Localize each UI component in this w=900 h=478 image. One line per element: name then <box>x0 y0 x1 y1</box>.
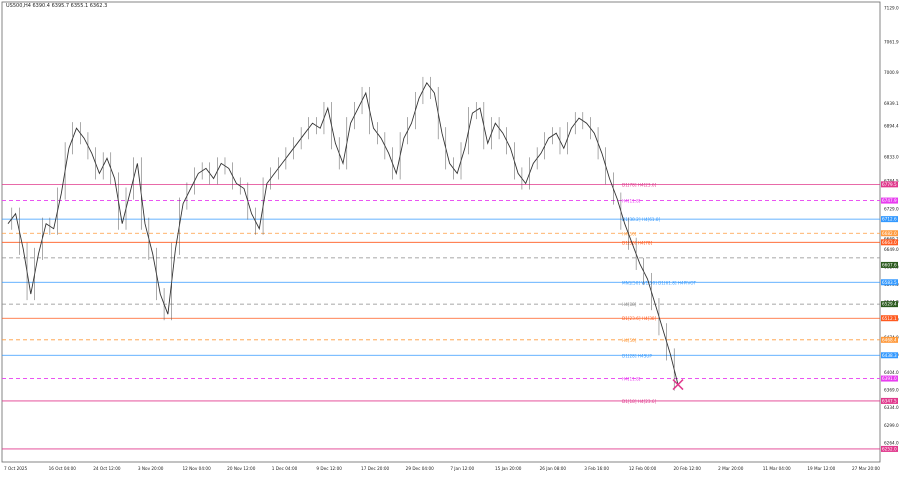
y-tick-label: 6833.0 <box>884 154 899 159</box>
price-tag <box>881 445 898 452</box>
price-tag-label: 6468.4 <box>882 337 897 342</box>
y-tick-label: 6404.0 <box>884 370 899 375</box>
level-label: D1[38.2] H4[61.8] <box>622 217 661 222</box>
price-tag <box>881 279 898 286</box>
y-tick-label: 7129.0 <box>884 6 899 11</box>
x-tick-label: 27 Mar 20:00 <box>852 466 880 471</box>
price-tag-label: 6391.0 <box>882 376 897 381</box>
price-tag <box>881 301 898 308</box>
price-tag-label: 6712.6 <box>882 217 897 222</box>
y-tick-label: 6939.1 <box>884 101 899 106</box>
x-tick-label: 2 Mar 20:00 <box>718 466 744 471</box>
price-tag-label: 6529.4 <box>882 302 897 307</box>
x-tick-label: 19 Mar 12:00 <box>807 466 835 471</box>
price-tag-label: 6347.5 <box>882 399 897 404</box>
x-tick-label: 9 Dec 12:00 <box>316 466 342 471</box>
price-tag-label: 6747.9 <box>882 198 897 203</box>
price-tag <box>881 375 898 382</box>
y-tick-label: 7061.9 <box>884 39 899 44</box>
y-tick-label: 6299.0 <box>884 423 899 428</box>
price-tag-label: 6583.5 <box>882 280 897 285</box>
price-tag-label: 6607.6 <box>882 263 897 268</box>
x-tick-label: 17 Dec 20:00 <box>361 466 389 471</box>
y-tick-label: 6729.0 <box>884 207 899 212</box>
x-tick-label: 15 Jan 20:00 <box>495 466 522 471</box>
level-label: H4[11.8] <box>622 199 641 204</box>
x-tick-label: 16 Oct 04:00 <box>49 466 77 471</box>
y-tick-label: 7000.9 <box>884 70 899 75</box>
level-label: H4[88] <box>622 302 637 307</box>
price-tag <box>881 397 898 404</box>
level-label: H4[50] <box>622 231 637 236</box>
x-tick-label: 12 Feb 00:00 <box>629 466 657 471</box>
price-tag-label: 6438.3 <box>882 353 897 358</box>
price-tag-label: 6779.5 <box>882 182 897 187</box>
x-tick-label: 24 Oct 12:00 <box>93 466 121 471</box>
price-tag-label: 6512.1 <box>882 316 897 321</box>
y-tick-label: 6334.0 <box>884 405 899 410</box>
price-tag <box>881 261 898 268</box>
price-tag-label: 6663.0 <box>882 240 897 245</box>
level-label: D1[18] H4[23.6] <box>622 399 657 404</box>
level-label: MN1[50] W1[50] D1[61.8] H4PIVOT <box>622 280 697 285</box>
price-tag <box>881 181 898 188</box>
y-tick-label: 6784.5 <box>884 179 899 184</box>
x-tick-label: 20 Feb 12:00 <box>673 466 701 471</box>
price-tag-label: 6682.0 <box>882 231 897 236</box>
y-tick-label: 6894.4 <box>884 123 899 128</box>
price-series-line <box>7 82 679 385</box>
level-label: D1[28] H4SUP <box>622 353 652 358</box>
y-tick-label: 6649.0 <box>884 247 899 252</box>
price-tag <box>881 216 898 223</box>
y-tick-label: 6369.0 <box>884 388 899 393</box>
y-tick-label: 6669.1 <box>884 237 899 242</box>
price-tag <box>881 230 898 237</box>
x-tick-label: 26 Jan 08:00 <box>540 466 567 471</box>
level-label: D1[23.6] H4[38] <box>622 316 657 321</box>
x-tick-label: 29 Dec 04:00 <box>406 466 434 471</box>
level-label: D1[78] H4[23.6] <box>622 182 657 187</box>
last-price-marker <box>672 379 684 391</box>
x-tick-label: 3 Feb 16:00 <box>584 466 609 471</box>
price-tag <box>881 197 898 204</box>
x-tick-label: 7 Oct 2025 <box>4 466 28 471</box>
price-tag <box>881 239 898 246</box>
symbol-info-label: US500,H4 6390.4 6395.7 6355.1 6362.3 <box>6 3 107 9</box>
x-tick-label: 11 Mar 04:00 <box>763 466 791 471</box>
price-tag <box>881 315 898 322</box>
level-label: H4[11.8] <box>622 377 641 382</box>
level-label: D1[50] H4[78] <box>622 240 653 245</box>
level-label: H4[50] <box>622 338 637 343</box>
x-tick-label: 20 Nov 12:00 <box>227 466 256 471</box>
x-tick-label: 1 Dec 04:00 <box>272 466 298 471</box>
x-tick-label: 3 Nov 20:00 <box>138 466 164 471</box>
plot-area-border <box>1 1 881 463</box>
x-tick-label: 12 Nov 04:00 <box>183 466 212 471</box>
price-tag <box>881 352 898 359</box>
y-tick-label: 6264.0 <box>884 440 899 445</box>
x-tick-label: 7 Jan 12:00 <box>450 466 474 471</box>
price-tag <box>881 336 898 343</box>
price-tag-label: 6252.0 <box>882 447 897 452</box>
